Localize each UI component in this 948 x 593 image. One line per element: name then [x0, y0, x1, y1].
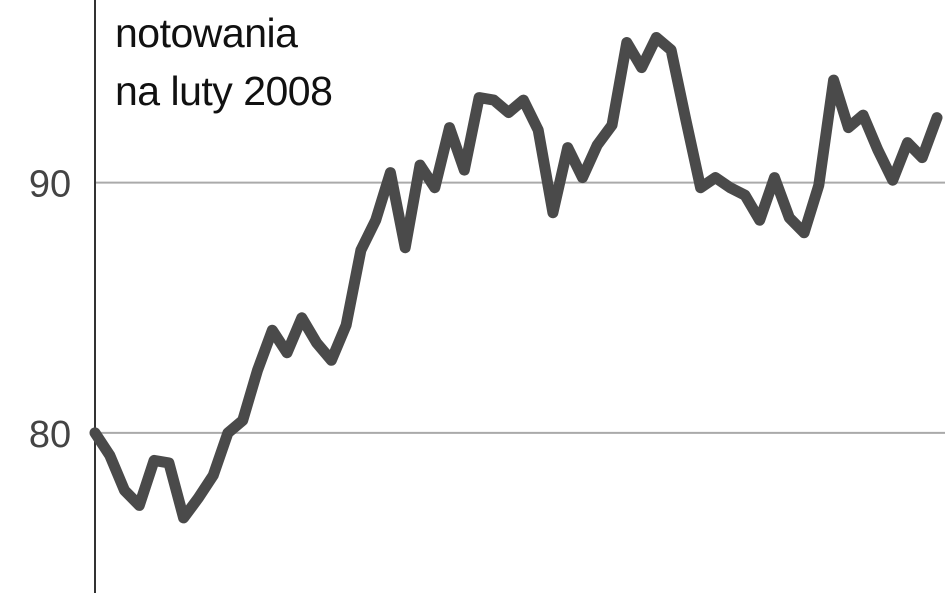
y-tick-label: 90 [29, 164, 71, 206]
series-line [89, 32, 943, 524]
chart-title-line-1: notowania [115, 10, 298, 56]
y-tick-label: 80 [29, 414, 71, 456]
chart-title-line-2: na luty 2008 [115, 68, 333, 114]
